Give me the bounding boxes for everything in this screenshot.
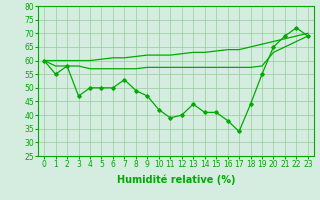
X-axis label: Humidité relative (%): Humidité relative (%) [117, 175, 235, 185]
